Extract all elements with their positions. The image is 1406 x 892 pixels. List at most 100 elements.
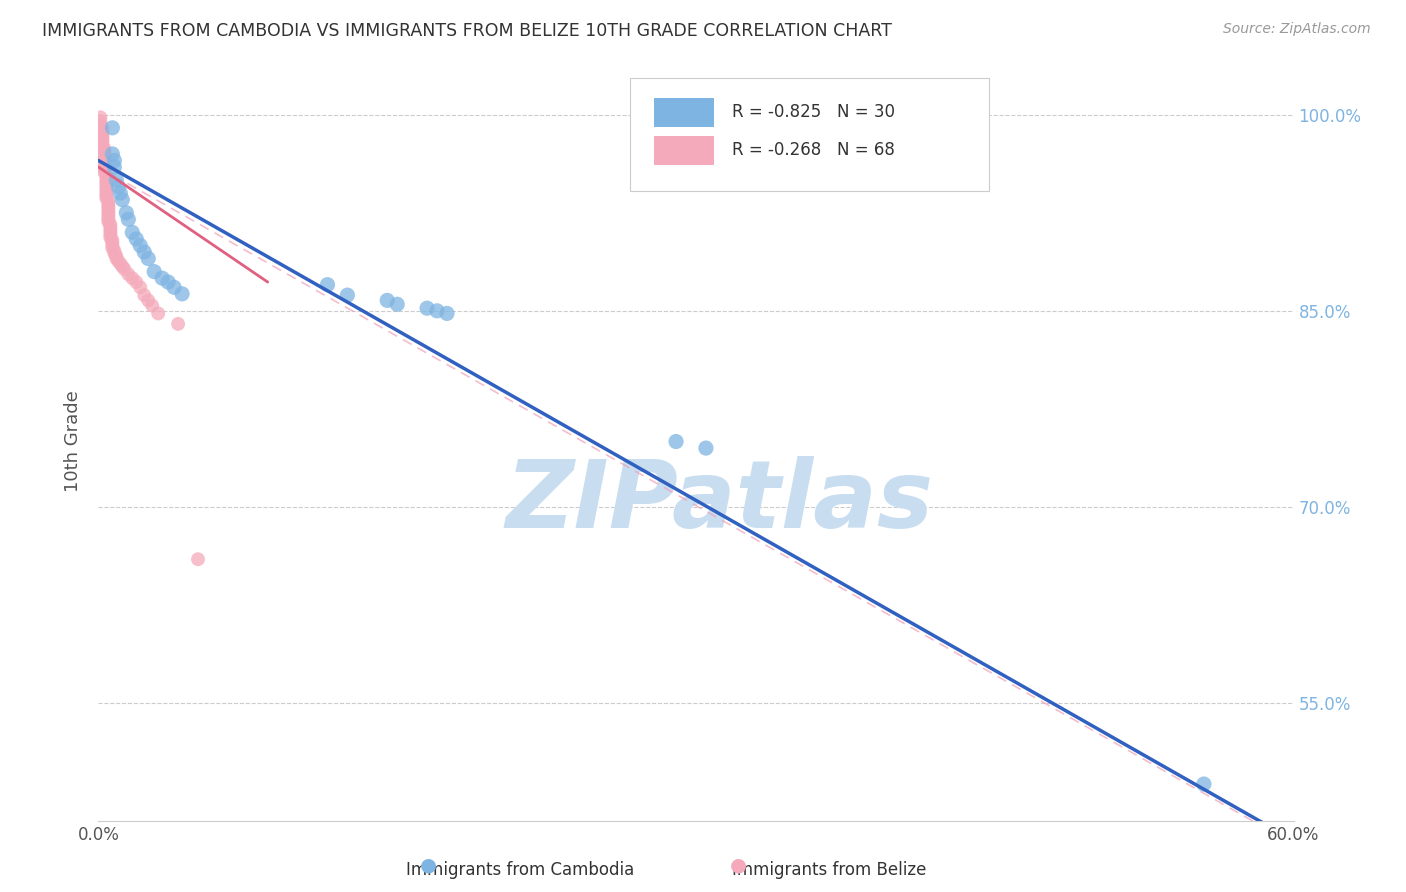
Point <box>93 165 115 179</box>
Point <box>121 271 143 285</box>
Point <box>96 170 118 185</box>
Point <box>100 220 122 235</box>
Text: ●: ● <box>420 855 437 874</box>
Point <box>110 257 132 271</box>
Point <box>143 264 166 278</box>
Point <box>100 218 122 232</box>
Point <box>101 147 124 161</box>
Point <box>103 246 125 260</box>
Point <box>96 181 118 195</box>
Point <box>97 202 120 216</box>
Point <box>112 262 135 277</box>
Text: R = -0.825   N = 30: R = -0.825 N = 30 <box>733 103 894 120</box>
Point <box>96 173 118 187</box>
Point <box>101 238 124 252</box>
Point <box>117 212 139 227</box>
Point <box>93 162 115 177</box>
Point <box>89 114 111 128</box>
Point <box>101 235 124 250</box>
Point <box>91 136 114 151</box>
FancyBboxPatch shape <box>654 98 714 127</box>
Point <box>100 227 122 242</box>
Point <box>97 199 120 213</box>
Point <box>96 186 118 201</box>
Point <box>1192 777 1215 791</box>
Point <box>93 142 115 156</box>
Point <box>93 147 115 161</box>
Point <box>436 306 458 320</box>
Point <box>91 139 114 153</box>
Point <box>91 123 114 137</box>
Text: R = -0.268   N = 68: R = -0.268 N = 68 <box>733 141 894 159</box>
Point <box>129 280 152 294</box>
Point <box>101 241 124 255</box>
Point <box>385 297 409 311</box>
Text: Immigrants from Cambodia: Immigrants from Cambodia <box>406 861 634 879</box>
Point <box>97 194 120 208</box>
Point <box>136 252 159 266</box>
Point <box>101 120 124 135</box>
Point <box>416 301 439 316</box>
Point <box>91 134 114 148</box>
Point <box>316 277 339 292</box>
Point <box>134 288 156 302</box>
Point <box>134 245 156 260</box>
Point <box>163 280 186 294</box>
Point <box>167 317 190 331</box>
Point <box>96 178 118 193</box>
Text: Immigrants from Belize: Immigrants from Belize <box>733 861 927 879</box>
Point <box>111 193 134 207</box>
Point <box>121 226 143 240</box>
Point <box>665 434 688 449</box>
Point <box>110 186 132 201</box>
Point <box>91 120 114 135</box>
Point <box>125 275 148 289</box>
Point <box>695 441 717 455</box>
Point <box>93 160 115 174</box>
Point <box>107 254 129 268</box>
Point <box>375 293 398 308</box>
Point <box>96 184 118 198</box>
Point <box>97 196 120 211</box>
Text: Source: ZipAtlas.com: Source: ZipAtlas.com <box>1223 22 1371 37</box>
Point <box>93 145 115 159</box>
Point <box>103 153 125 168</box>
Text: ZIPatlas: ZIPatlas <box>506 456 934 549</box>
Y-axis label: 10th Grade: 10th Grade <box>65 391 83 492</box>
Point <box>100 223 122 237</box>
Point <box>117 267 139 281</box>
Point <box>148 306 170 320</box>
Point <box>97 204 120 219</box>
Point <box>100 230 122 244</box>
Point <box>129 238 152 252</box>
Point <box>336 288 359 302</box>
Point <box>105 252 128 266</box>
Point <box>93 150 115 164</box>
Point <box>89 111 111 125</box>
Point <box>157 275 180 289</box>
Text: ●: ● <box>730 855 747 874</box>
Point <box>115 206 138 220</box>
Point <box>91 128 114 143</box>
Point <box>97 212 120 227</box>
Point <box>105 249 128 263</box>
Point <box>93 152 115 166</box>
Point <box>89 118 111 132</box>
FancyBboxPatch shape <box>654 136 714 165</box>
Point <box>96 168 118 182</box>
Point <box>187 552 209 566</box>
Point <box>100 226 122 240</box>
Point <box>91 131 114 145</box>
Point <box>96 188 118 202</box>
Point <box>150 271 173 285</box>
Point <box>96 176 118 190</box>
Point <box>97 210 120 224</box>
Point <box>172 286 194 301</box>
Point <box>97 215 120 229</box>
Point <box>107 179 129 194</box>
Point <box>91 126 114 140</box>
Point <box>93 154 115 169</box>
Point <box>136 293 159 308</box>
Point <box>426 303 449 318</box>
Point <box>101 233 124 247</box>
